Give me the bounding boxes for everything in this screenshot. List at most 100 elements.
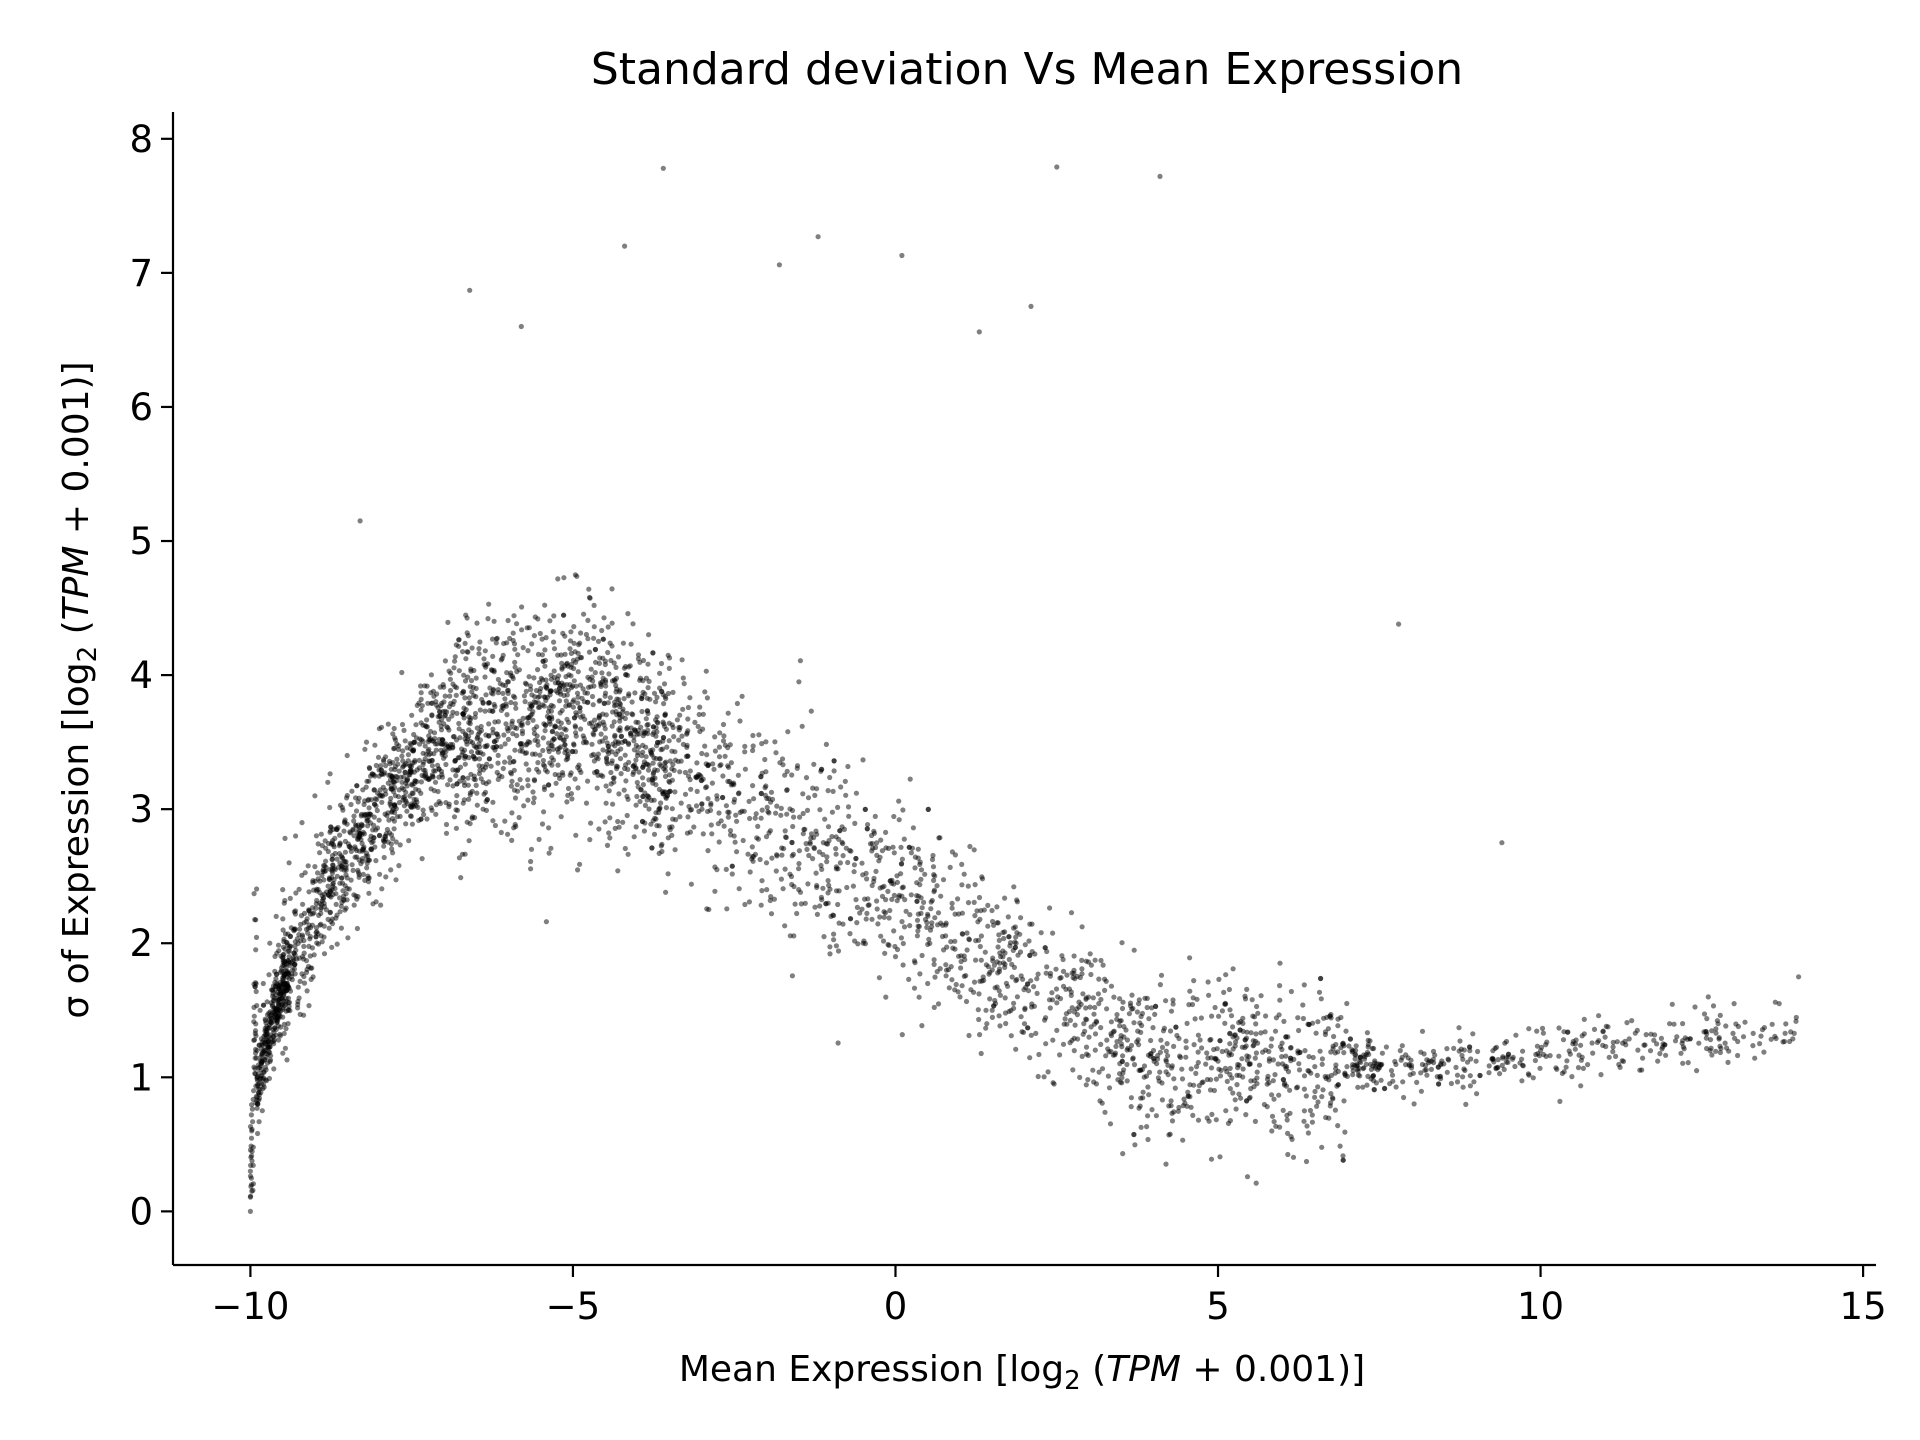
- data-point: [882, 950, 888, 956]
- data-point: [650, 650, 656, 656]
- data-point: [337, 895, 343, 901]
- data-point: [845, 763, 851, 770]
- data-point: [358, 837, 364, 843]
- data-point: [1787, 1038, 1793, 1045]
- data-point: [465, 775, 471, 781]
- data-point: [287, 988, 294, 994]
- data-point: [565, 792, 571, 799]
- data-point: [302, 870, 308, 876]
- data-point: [651, 797, 657, 803]
- data-point: [585, 778, 591, 784]
- data-point: [712, 734, 718, 740]
- data-point: [931, 889, 937, 895]
- x-tick-label: 5: [1206, 1285, 1230, 1328]
- data-point: [1332, 1107, 1338, 1113]
- data-point: [892, 943, 898, 950]
- data-point: [442, 708, 448, 715]
- data-point: [965, 883, 971, 889]
- data-point: [357, 831, 363, 837]
- data-point: [553, 724, 559, 730]
- data-point: [838, 784, 844, 790]
- data-point: [588, 820, 594, 826]
- data-point: [887, 878, 893, 884]
- data-point: [1651, 1037, 1657, 1043]
- data-point: [1150, 1055, 1156, 1061]
- data-point: [318, 910, 324, 917]
- data-point: [605, 624, 611, 630]
- data-point: [1244, 1053, 1250, 1059]
- data-point: [886, 915, 892, 921]
- data-point: [623, 778, 629, 784]
- data-point: [525, 783, 531, 789]
- data-point: [983, 1007, 989, 1013]
- data-point: [679, 733, 685, 739]
- data-point: [432, 768, 438, 774]
- data-point: [371, 787, 377, 793]
- data-point: [1563, 1064, 1569, 1070]
- data-point: [653, 699, 659, 705]
- data-point: [1277, 997, 1283, 1003]
- data-point: [1669, 1001, 1675, 1007]
- data-point: [556, 745, 562, 751]
- data-point: [936, 835, 942, 841]
- data-point: [334, 873, 340, 879]
- data-point: [1255, 1010, 1261, 1016]
- data-point: [912, 865, 918, 871]
- data-point: [1320, 1087, 1326, 1093]
- data-point: [879, 884, 886, 890]
- data-point: [1717, 1012, 1723, 1019]
- data-point: [403, 798, 409, 805]
- data-point: [585, 636, 591, 642]
- data-point: [555, 749, 562, 755]
- data-point: [1313, 1030, 1319, 1036]
- data-point: [1253, 1180, 1259, 1186]
- data-point: [1227, 1065, 1233, 1071]
- data-point: [746, 798, 752, 805]
- data-point: [454, 781, 460, 787]
- data-point: [459, 851, 465, 857]
- data-point: [528, 866, 534, 872]
- data-point: [414, 702, 420, 709]
- data-point: [519, 731, 526, 737]
- x-tick-label: −5: [546, 1285, 601, 1328]
- data-point: [615, 818, 621, 825]
- data-point: [1509, 1056, 1516, 1062]
- data-point: [1335, 1068, 1341, 1074]
- data-point: [447, 687, 454, 694]
- data-point: [386, 817, 392, 823]
- data-point: [1459, 1052, 1465, 1059]
- data-point: [660, 791, 666, 797]
- data-point: [723, 866, 729, 873]
- data-point: [685, 814, 691, 820]
- data-point: [585, 699, 591, 705]
- data-point: [379, 886, 385, 892]
- data-point: [309, 945, 315, 951]
- data-point: [385, 780, 391, 786]
- data-point: [649, 752, 655, 758]
- data-point: [734, 700, 741, 707]
- data-point: [456, 755, 462, 761]
- data-point: [294, 936, 300, 942]
- data-point: [1025, 1025, 1031, 1031]
- data-point: [1270, 1078, 1276, 1084]
- data-point: [762, 785, 768, 791]
- data-point: [889, 896, 895, 903]
- data-point: [296, 995, 302, 1001]
- data-point: [825, 824, 832, 830]
- data-point: [896, 817, 902, 823]
- data-point: [1100, 962, 1106, 968]
- data-point: [645, 685, 651, 691]
- data-point: [390, 836, 396, 842]
- data-point: [540, 757, 547, 764]
- data-point: [443, 761, 449, 768]
- data-point: [1183, 1038, 1189, 1044]
- data-point: [432, 736, 438, 742]
- data-point: [878, 837, 884, 843]
- data-point: [375, 754, 382, 760]
- data-point: [276, 948, 282, 954]
- data-point: [1783, 1021, 1789, 1027]
- data-point: [1606, 1054, 1612, 1060]
- data-point: [811, 761, 817, 767]
- data-point: [1326, 1077, 1332, 1083]
- data-point: [1354, 1063, 1360, 1069]
